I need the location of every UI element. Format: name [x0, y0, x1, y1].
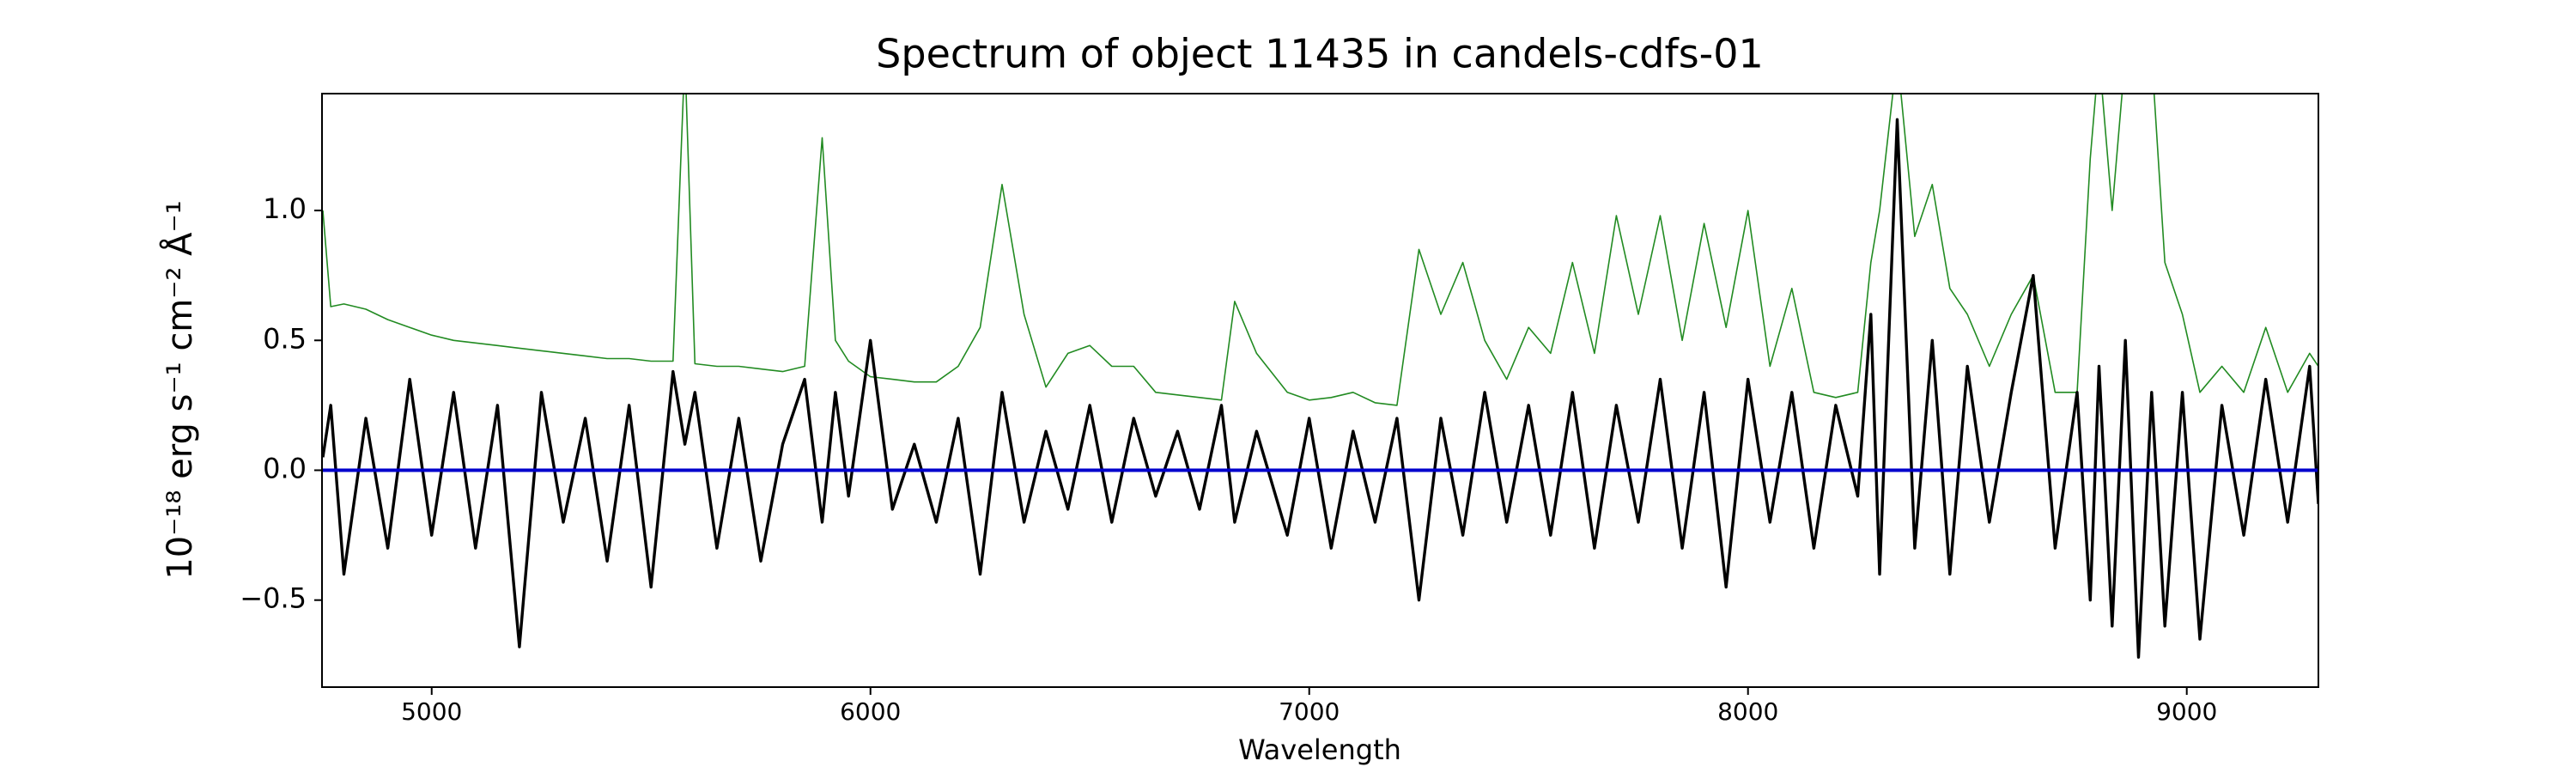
x-tick-label: 7000: [1279, 697, 1340, 726]
y-tick-label: 0.5: [263, 322, 307, 355]
x-axis-label: Wavelength: [1238, 733, 1401, 766]
plot-frame: [321, 93, 2319, 688]
x-tick-label: 9000: [2156, 697, 2217, 726]
x-tick-label: 6000: [840, 697, 901, 726]
plot-area: [322, 94, 2318, 659]
chart-title: Spectrum of object 11435 in candels-cdfs…: [876, 31, 1764, 77]
x-tick-label: 8000: [1717, 697, 1778, 726]
y-tick-label: 0.0: [263, 452, 307, 484]
spectrum-line: [322, 118, 2318, 659]
spectrum-line: [322, 94, 2318, 406]
x-tick-label: 5000: [401, 697, 462, 726]
y-tick-label: −0.5: [240, 582, 307, 615]
y-tick-label: 1.0: [263, 192, 307, 225]
y-axis-label: 10⁻¹⁸ erg s⁻¹ cm⁻² Å⁻¹: [159, 200, 200, 579]
